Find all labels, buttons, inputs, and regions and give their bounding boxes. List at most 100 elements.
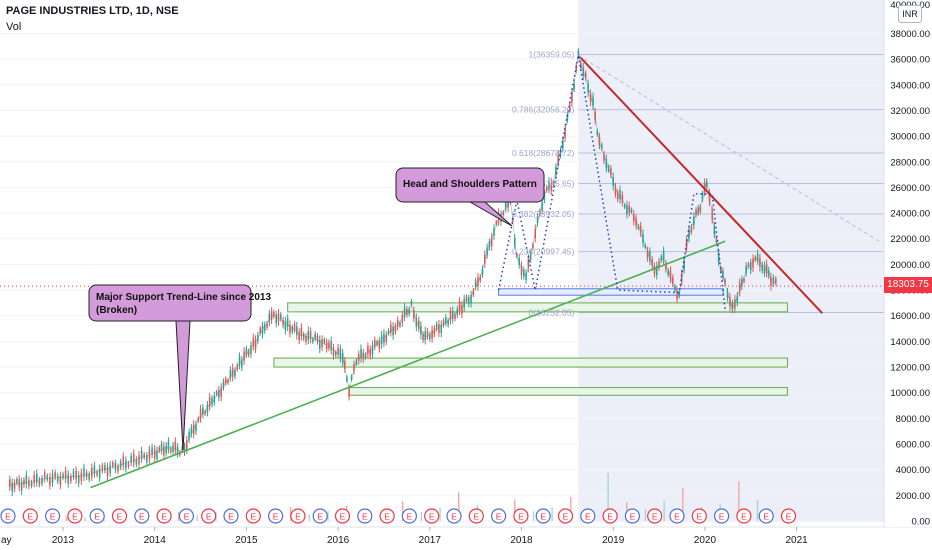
- candle-body: [396, 319, 399, 327]
- earnings-marker-label: E: [317, 512, 323, 522]
- earnings-marker: [357, 508, 373, 524]
- candle-body: [719, 267, 722, 272]
- candle-body: [502, 211, 505, 216]
- candle-body: [54, 472, 56, 478]
- candle-body: [465, 296, 468, 302]
- earnings-marker-label: E: [72, 512, 78, 522]
- candle-body: [72, 471, 75, 477]
- candle-body: [449, 311, 452, 321]
- candle-body: [302, 333, 305, 339]
- candle-body: [378, 340, 381, 349]
- candle-body: [550, 182, 553, 191]
- candle-body: [520, 265, 523, 275]
- volume-bar: [514, 499, 516, 521]
- earnings-marker: [156, 508, 172, 524]
- volume-label: Vol: [6, 21, 22, 33]
- candle-body: [731, 303, 734, 310]
- candle-body: [206, 404, 209, 413]
- candle-body: [353, 364, 355, 372]
- candle-body: [413, 310, 415, 319]
- y-tick-label: 6000.00: [896, 440, 930, 451]
- earnings-marker-label: E: [206, 512, 212, 522]
- x-tick-label: 2016: [327, 535, 350, 546]
- candle-body: [458, 301, 461, 311]
- candle-body: [703, 182, 706, 192]
- earnings-marker-label: E: [630, 512, 636, 522]
- volume-bar: [607, 472, 609, 521]
- candle-body: [600, 144, 603, 149]
- candle-body: [479, 276, 482, 281]
- candle-body: [738, 282, 741, 292]
- candle-body: [316, 335, 319, 342]
- volume-bar: [196, 515, 198, 521]
- candle-body: [548, 181, 550, 190]
- earnings-marker: [290, 508, 306, 524]
- candle-body: [77, 475, 80, 484]
- y-tick-label: 16000.00: [890, 311, 930, 322]
- candle-body: [91, 467, 93, 477]
- candle-body: [699, 206, 702, 213]
- y-tick-label: 34000.00: [890, 80, 930, 91]
- fib-level-label: 0.5(26305.65): [521, 178, 574, 188]
- earnings-marker: [468, 508, 484, 524]
- earnings-marker-label: E: [27, 512, 33, 522]
- candle-body: [25, 475, 28, 485]
- candle-body: [415, 317, 418, 327]
- candle-body: [247, 350, 250, 356]
- candle-body: [335, 351, 337, 356]
- earnings-marker-label: E: [652, 512, 658, 522]
- candle-body: [344, 360, 346, 369]
- candle-body: [220, 387, 222, 397]
- candle-body: [111, 462, 114, 467]
- y-tick-label: 24000.00: [890, 209, 930, 220]
- volume-bar: [570, 496, 572, 521]
- earnings-marker: [44, 508, 61, 524]
- candle-body: [80, 472, 83, 481]
- earnings-marker-label: E: [451, 512, 457, 522]
- volume-bar: [177, 511, 180, 521]
- candle-body: [49, 477, 51, 486]
- price-line: [9, 55, 779, 486]
- candle-body: [566, 114, 569, 121]
- candle-body: [160, 444, 163, 451]
- earnings-marker: [312, 508, 328, 524]
- candle-body: [536, 216, 539, 224]
- candle-body: [403, 307, 406, 317]
- earnings-marker: [758, 508, 774, 524]
- candle-body: [371, 345, 374, 355]
- x-tick-label: 2019: [602, 535, 625, 546]
- earnings-marker-label: E: [384, 512, 390, 522]
- candle-body: [596, 130, 599, 135]
- head-shoulders-outline: [497, 55, 726, 310]
- earnings-marker-label: E: [5, 512, 11, 522]
- earnings-marker: [424, 508, 440, 524]
- candle-body: [146, 455, 148, 463]
- x-tick-label: 2013: [52, 535, 75, 546]
- currency-button[interactable]: INR: [898, 5, 922, 23]
- y-tick-label: 20000.00: [890, 260, 930, 271]
- candle-body: [296, 326, 298, 336]
- candle-body: [644, 244, 647, 248]
- candle-body: [250, 345, 252, 354]
- candle-body: [195, 424, 197, 432]
- candle-body: [279, 314, 282, 320]
- candle-body: [56, 475, 59, 482]
- candle-body: [284, 321, 287, 330]
- support-zone: [348, 387, 788, 396]
- candle-body: [204, 411, 206, 415]
- fib-level-label: 0.382(23932.05): [512, 209, 575, 219]
- candle-body: [518, 257, 521, 266]
- candle-body: [621, 195, 624, 203]
- candle-body: [438, 324, 440, 333]
- candle-body: [451, 310, 454, 320]
- candle-body: [387, 330, 390, 334]
- candle-body: [557, 154, 559, 164]
- candle-body: [619, 190, 621, 200]
- earnings-marker-label: E: [786, 512, 792, 522]
- earnings-marker-label: E: [117, 512, 123, 522]
- candle-body: [199, 409, 202, 419]
- pattern-callout: [395, 167, 545, 203]
- candle-body: [222, 381, 225, 388]
- candle-body: [93, 465, 96, 474]
